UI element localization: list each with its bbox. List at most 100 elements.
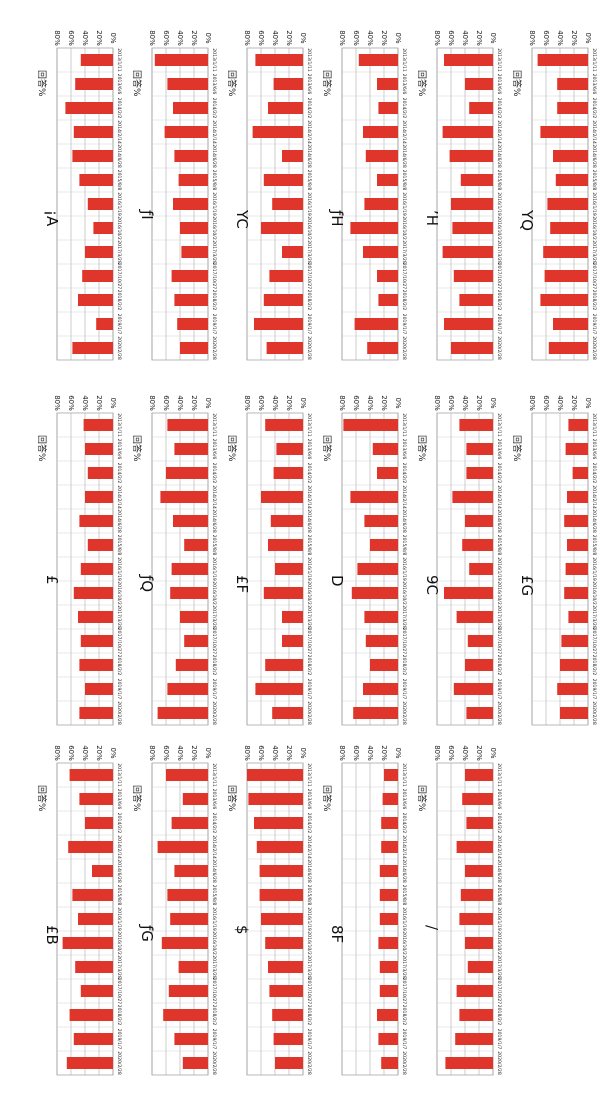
category-tick-label: 2018/2/2 — [306, 655, 312, 676]
category-tick-label: 2013/6/6 — [116, 74, 122, 95]
category-tick-label: 2017/10/27 — [116, 978, 122, 1005]
category-tick-label: 2016/1/19 — [116, 557, 122, 581]
value-tick-label: 80% — [433, 30, 441, 46]
bar — [466, 817, 493, 829]
category-tick-label: 2013/6/6 — [401, 439, 407, 460]
bar — [266, 342, 303, 354]
chart-panel: 0%20%40%60%80%2013/1/112013/6/62014/2/22… — [131, 30, 217, 361]
bar — [377, 78, 398, 90]
bar — [87, 198, 113, 210]
bar — [65, 102, 113, 114]
category-tick-label: 2017/3/28 — [306, 605, 312, 629]
bar — [282, 635, 303, 647]
panel-title: £G — [518, 575, 536, 596]
value-tick-label: 40% — [366, 395, 374, 411]
category-tick-label: 2013/6/6 — [496, 74, 502, 95]
category-tick-label: 2014/2/2 — [496, 98, 502, 119]
value-tick-label: 60% — [352, 30, 360, 46]
bar — [370, 539, 398, 551]
category-tick-label: 2014/2/14 — [306, 835, 312, 859]
bar — [365, 150, 398, 162]
chart-panel: 0%20%40%60%80%2013/1/112013/6/62014/2/22… — [226, 745, 312, 1076]
category-tick-label: 2016/10/2 — [116, 216, 122, 240]
category-tick-label: 2013/1/11 — [401, 48, 407, 72]
chart-panel: 0%20%40%60%80%2013/1/112013/6/62014/2/22… — [416, 745, 502, 1076]
bar — [567, 491, 588, 503]
bar — [255, 683, 303, 695]
bar — [456, 841, 493, 853]
bar — [272, 707, 303, 719]
category-tick-label: 2016/1/19 — [211, 907, 217, 931]
category-tick-label: 2016/1/19 — [591, 557, 597, 581]
category-tick-label: 2020/2/28 — [211, 701, 217, 725]
category-tick-label: 2017/3/28 — [496, 955, 502, 979]
category-tick-label: 2013/6/6 — [306, 439, 312, 460]
category-tick-label: 2015/8/8 — [211, 885, 217, 906]
bar — [469, 563, 493, 575]
category-tick-label: 2014/2/14 — [116, 835, 122, 859]
value-tick-label: 80% — [243, 395, 251, 411]
value-tick-label: 20% — [570, 395, 578, 411]
panel-title: $ — [233, 925, 251, 935]
category-tick-label: 2017/3/28 — [401, 240, 407, 264]
category-tick-label: 2016/10/2 — [306, 931, 312, 955]
bar — [378, 294, 398, 306]
bar — [275, 1057, 303, 1069]
bar — [171, 817, 208, 829]
bar — [96, 318, 113, 330]
chart-panel: 0%20%40%60%80%2013/1/112013/6/62014/2/22… — [36, 30, 122, 361]
category-tick-label: 2014/2/2 — [116, 98, 122, 119]
category-tick-label: 2017/10/27 — [496, 263, 502, 290]
panel-title: 9C — [423, 575, 441, 595]
category-tick-label: 2014/2/2 — [401, 463, 407, 484]
value-tick-label: 0% — [394, 397, 402, 408]
category-tick-label: 2013/6/6 — [591, 74, 597, 95]
bar — [252, 126, 303, 138]
category-tick-label: 2014/2/2 — [116, 463, 122, 484]
category-tick-label: 2015/8/8 — [116, 170, 122, 191]
bar — [453, 270, 493, 282]
category-tick-label: 2018/2/2 — [306, 1005, 312, 1026]
value-tick-label: 40% — [271, 395, 279, 411]
bar — [456, 611, 493, 623]
bar — [370, 659, 398, 671]
bar — [567, 539, 588, 551]
category-tick-label: 2015/8/8 — [496, 535, 502, 556]
category-tick-label: 2013/6/6 — [306, 74, 312, 95]
bar — [377, 467, 398, 479]
bar — [377, 1009, 398, 1021]
bar — [80, 635, 113, 647]
bar — [78, 913, 113, 925]
category-tick-label: 2017/3/28 — [211, 955, 217, 979]
bar — [85, 683, 113, 695]
category-tick-label: 2013/1/11 — [306, 763, 312, 787]
value-tick-label: 20% — [190, 745, 198, 761]
bar — [462, 539, 493, 551]
value-tick-label: 20% — [95, 395, 103, 411]
category-tick-label: 2016/10/2 — [401, 216, 407, 240]
value-tick-label: 0% — [489, 397, 497, 408]
category-tick-label: 2016/10/2 — [306, 216, 312, 240]
axis-title: 回答% — [321, 785, 333, 812]
bar — [166, 769, 208, 781]
value-tick-label: 20% — [475, 745, 483, 761]
bar — [547, 198, 588, 210]
value-tick-label: 20% — [475, 30, 483, 46]
category-tick-label: 2020/2/28 — [496, 1051, 502, 1075]
category-tick-label: 2017/3/28 — [211, 605, 217, 629]
value-tick-label: 60% — [257, 395, 265, 411]
category-tick-label: 2013/6/6 — [116, 789, 122, 810]
bar — [254, 318, 303, 330]
category-tick-label: 2015/8/8 — [496, 170, 502, 191]
category-tick-label: 2014/2/2 — [306, 463, 312, 484]
bar — [73, 126, 113, 138]
bar — [157, 841, 208, 853]
category-tick-label: 2017/10/27 — [591, 263, 597, 290]
bar — [379, 913, 398, 925]
value-tick-label: 40% — [461, 30, 469, 46]
category-tick-label: 2014/6/28 — [496, 509, 502, 533]
category-tick-label: 2013/6/6 — [211, 74, 217, 95]
category-tick-label: 2019/1/7 — [116, 679, 122, 700]
category-tick-label: 2014/2/14 — [401, 120, 407, 144]
bar — [173, 515, 208, 527]
